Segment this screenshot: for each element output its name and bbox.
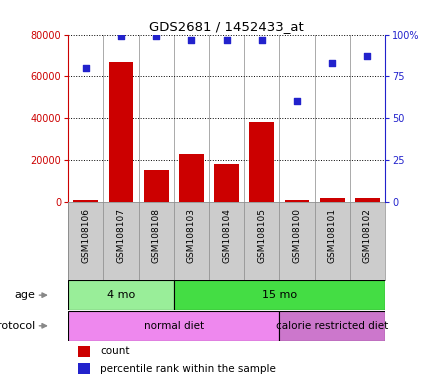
Bar (214, 164, 239, 202)
Bar (68, 311, 279, 341)
Point (117, 33, 125, 39)
Point (258, 36, 265, 43)
Bar (279, 311, 385, 341)
Bar (320, 198, 345, 202)
Text: GSM108107: GSM108107 (117, 208, 125, 263)
Title: GDS2681 / 1452433_at: GDS2681 / 1452433_at (149, 20, 304, 33)
Text: 4 mo: 4 mo (107, 290, 135, 300)
Bar (174, 280, 385, 310)
Text: GSM108104: GSM108104 (222, 208, 231, 263)
Point (329, 60, 336, 66)
Text: 15 mo: 15 mo (262, 290, 297, 300)
Point (82, 65, 89, 71)
Text: calorie restricted diet: calorie restricted diet (276, 321, 389, 331)
Bar (285, 200, 309, 202)
Bar (78, 363, 90, 374)
Point (153, 33, 160, 39)
Text: GSM108100: GSM108100 (293, 208, 301, 263)
Point (188, 36, 195, 43)
Text: age: age (14, 290, 35, 300)
Text: GSM108101: GSM108101 (328, 208, 337, 263)
Bar (73, 200, 98, 202)
Text: count: count (100, 346, 129, 356)
Text: GSM108102: GSM108102 (363, 208, 372, 263)
Bar (68, 280, 174, 310)
Text: protocol: protocol (0, 321, 35, 331)
Point (223, 36, 230, 43)
Bar (355, 198, 380, 202)
Bar (249, 122, 274, 202)
Bar (179, 154, 204, 202)
Bar (144, 170, 169, 202)
Text: normal diet: normal diet (144, 321, 204, 331)
Text: GSM108108: GSM108108 (152, 208, 161, 263)
Text: GSM108103: GSM108103 (187, 208, 196, 263)
Bar (109, 62, 133, 202)
Text: GSM108106: GSM108106 (81, 208, 90, 263)
Point (293, 98, 301, 104)
Point (364, 53, 371, 60)
Text: percentile rank within the sample: percentile rank within the sample (100, 364, 276, 374)
Text: GSM108105: GSM108105 (257, 208, 266, 263)
Bar (78, 346, 90, 357)
